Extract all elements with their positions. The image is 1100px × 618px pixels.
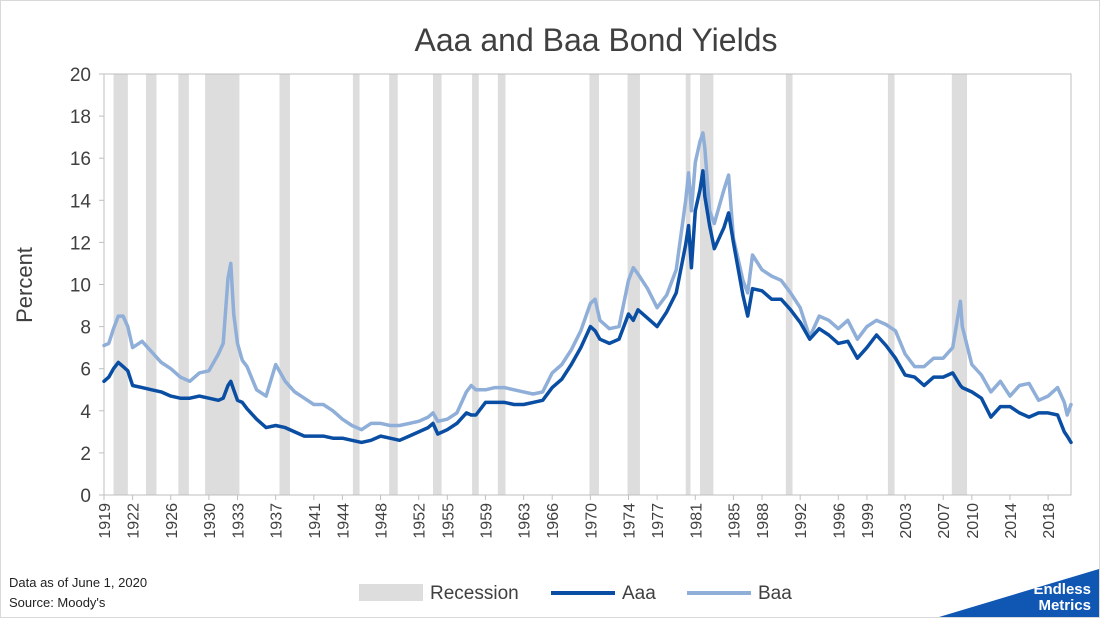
recession-band <box>113 74 128 495</box>
recession-band <box>627 74 640 495</box>
x-tick-label: 2003 <box>898 503 915 539</box>
axes: 0 2 4 6 8 10 12 14 16 18 20 1919 1922 1926 1930 1933 193… <box>70 65 1072 539</box>
recession-band <box>685 74 691 495</box>
legend-baa-label: Baa <box>758 583 792 604</box>
x-tick-label: 2010 <box>965 503 982 539</box>
x-tick-label: 1992 <box>793 503 810 539</box>
brand-line-2: Metrics <box>1038 597 1091 614</box>
x-tick-label: 1966 <box>545 503 562 539</box>
y-tick-label: 12 <box>70 233 91 254</box>
series-line-baa <box>102 131 1073 432</box>
x-tick-label: 1952 <box>412 503 429 539</box>
x-tick-label: 1970 <box>583 503 600 539</box>
chart-title: Aaa and Baa Bond Yields <box>415 22 778 58</box>
plot-area-border <box>103 73 1072 496</box>
brand-line-1: Endless <box>1033 581 1091 598</box>
recession-band <box>433 74 442 495</box>
x-tick-label: 1999 <box>860 503 877 539</box>
recession-band <box>785 74 793 495</box>
recession-band <box>589 74 599 495</box>
footnote-date: Data as of June 1, 2020 <box>9 575 148 590</box>
x-tick-label: 1919 <box>97 503 114 539</box>
recession-band <box>145 74 157 495</box>
y-tick-label: 8 <box>80 318 91 339</box>
y-tick-label: 6 <box>80 360 91 381</box>
x-tick-label: 1948 <box>374 503 391 539</box>
y-tick-label: 18 <box>70 107 91 128</box>
x-tick-label: 1981 <box>688 503 705 539</box>
x-tick-label: 1930 <box>202 503 219 539</box>
recession-band <box>279 74 290 495</box>
footnote-source: Source: Moody's <box>9 595 106 610</box>
recession-band <box>389 74 398 495</box>
x-tick-label: 1977 <box>650 503 667 539</box>
x-tick-label: 1926 <box>164 503 181 539</box>
recession-band <box>887 74 895 495</box>
x-tick-label: 2018 <box>1041 503 1058 539</box>
legend-aaa-label: Aaa <box>622 583 656 604</box>
x-tick-label: 1963 <box>517 503 534 539</box>
y-tick-label: 4 <box>80 402 91 423</box>
brand-logo: Endless Metrics <box>939 569 1099 617</box>
x-tick-label: 1941 <box>307 503 324 539</box>
x-tick-label: 1996 <box>831 503 848 539</box>
x-tick-label: 1937 <box>269 503 286 539</box>
y-tick-label: 2 <box>80 444 91 465</box>
recession-bands <box>113 74 968 495</box>
series-lines <box>102 131 1073 445</box>
recession-band <box>178 74 189 495</box>
x-tick-label: 1955 <box>440 503 457 539</box>
recession-band <box>352 74 360 495</box>
y-tick-label: 10 <box>70 276 91 297</box>
recession-band <box>951 74 968 495</box>
x-tick-label: 1959 <box>478 503 495 539</box>
x-tick-label: 1944 <box>335 503 352 539</box>
y-tick-label: 14 <box>70 191 92 212</box>
x-tick-label: 1988 <box>755 503 772 539</box>
y-tick-label: 20 <box>70 65 91 86</box>
recession-band <box>472 74 479 495</box>
y-tick-label: 0 <box>80 486 91 507</box>
recession-band <box>205 74 240 495</box>
recession-band <box>497 74 506 495</box>
brand-triangle <box>939 569 1099 617</box>
brand-wordmark: Endless Metrics <box>1033 582 1091 614</box>
x-tick-label: 2007 <box>936 503 953 539</box>
legend: Recession Aaa Baa <box>359 583 792 604</box>
x-tick-label: 1985 <box>726 503 743 539</box>
x-tick-label: 2014 <box>1003 503 1020 539</box>
legend-recession-swatch <box>359 584 423 601</box>
y-axis-label: Percent <box>12 247 37 323</box>
x-tick-label: 1974 <box>622 503 639 539</box>
series-line-aaa <box>102 169 1073 445</box>
y-tick-label: 16 <box>70 149 91 170</box>
x-tick-label: 1922 <box>126 503 143 539</box>
legend-recession-label: Recession <box>430 583 519 604</box>
x-tick-label: 1933 <box>231 503 248 539</box>
